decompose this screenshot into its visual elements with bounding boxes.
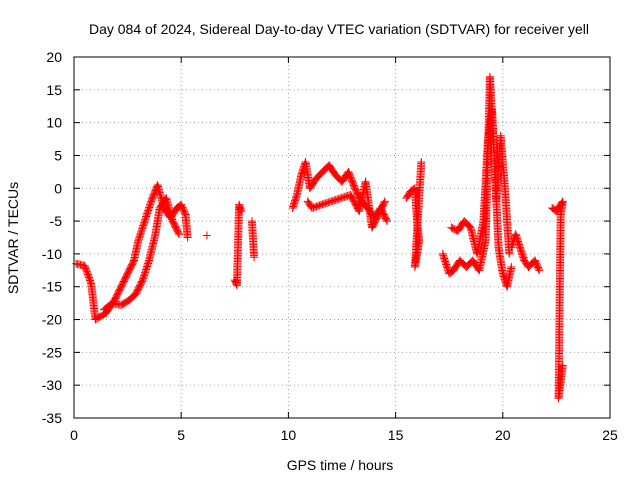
y-tick-label: -35 bbox=[42, 410, 62, 426]
data-point bbox=[417, 158, 426, 167]
tick-labels: 0 5 10 15 20 25 -35 -30 -25 -20 -15 -10 -5 0 5 10 15 20 bbox=[42, 49, 618, 443]
y-tick-label: -15 bbox=[42, 279, 62, 295]
x-tick-label: 15 bbox=[388, 427, 404, 443]
x-axis-label: GPS time / hours bbox=[287, 457, 394, 473]
x-tick-label: 5 bbox=[177, 427, 185, 443]
y-tick-label: -20 bbox=[42, 312, 62, 328]
data-point bbox=[250, 253, 259, 262]
data-point bbox=[237, 207, 246, 216]
data-point bbox=[174, 228, 183, 237]
y-tick-label: 5 bbox=[54, 147, 62, 163]
y-axis-label: SDTVAR / TECUs bbox=[5, 182, 21, 294]
x-tick-label: 20 bbox=[495, 427, 511, 443]
data-point bbox=[382, 215, 391, 224]
x-tick-label: 25 bbox=[602, 427, 618, 443]
data-point bbox=[202, 231, 211, 240]
y-tick-label: -10 bbox=[42, 246, 62, 262]
data-point bbox=[535, 266, 544, 275]
y-tick-label: 20 bbox=[46, 49, 62, 65]
y-tick-label: -25 bbox=[42, 344, 62, 360]
data-point bbox=[380, 197, 389, 206]
y-tick-label: -30 bbox=[42, 377, 62, 393]
y-tick-label: -5 bbox=[50, 213, 63, 229]
data-point bbox=[183, 233, 192, 242]
data-point bbox=[505, 249, 514, 258]
y-tick-label: 0 bbox=[54, 180, 62, 196]
data-point bbox=[383, 217, 392, 226]
y-tick-label: 15 bbox=[46, 82, 62, 98]
data-points bbox=[72, 72, 567, 403]
data-point bbox=[507, 263, 516, 272]
data-point bbox=[175, 230, 184, 239]
data-point bbox=[380, 198, 389, 207]
data-point bbox=[534, 264, 543, 273]
x-tick-label: 10 bbox=[281, 427, 297, 443]
plot-frame bbox=[73, 56, 611, 419]
grid-lines bbox=[74, 57, 610, 418]
chart-title: Day 084 of 2024, Sidereal Day-to-day VTE… bbox=[89, 21, 589, 37]
data-point bbox=[558, 361, 567, 370]
y-tick-label: 10 bbox=[46, 115, 62, 131]
x-tick-label: 0 bbox=[70, 427, 78, 443]
